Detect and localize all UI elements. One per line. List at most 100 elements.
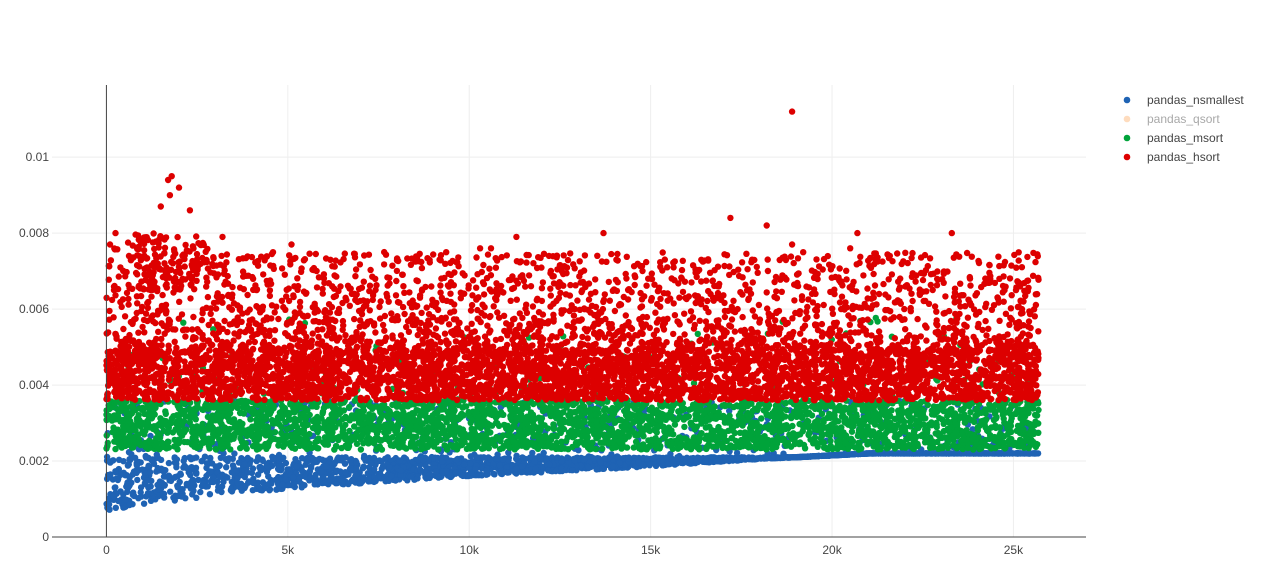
nsmallest-point bbox=[138, 493, 144, 499]
nsmallest-point bbox=[417, 467, 423, 473]
msort-point bbox=[539, 415, 545, 421]
nsmallest-point bbox=[188, 485, 194, 491]
nsmallest-point bbox=[181, 458, 187, 464]
nsmallest-point bbox=[308, 465, 314, 471]
nsmallest-point bbox=[167, 489, 173, 495]
nsmallest-point bbox=[226, 455, 232, 461]
nsmallest-point bbox=[224, 474, 230, 480]
msort-point bbox=[764, 412, 770, 418]
msort-point bbox=[918, 399, 924, 405]
nsmallest-point bbox=[427, 471, 433, 477]
nsmallest-point bbox=[217, 462, 223, 468]
nsmallest-point bbox=[207, 468, 213, 474]
nsmallest-point bbox=[256, 485, 262, 491]
nsmallest-point bbox=[468, 470, 474, 476]
nsmallest-point bbox=[203, 483, 209, 489]
nsmallest-point bbox=[209, 460, 215, 466]
nsmallest-point bbox=[133, 470, 139, 476]
nsmallest-point bbox=[106, 506, 112, 512]
nsmallest-point bbox=[728, 456, 734, 462]
nsmallest-point bbox=[299, 484, 305, 490]
msort-point bbox=[698, 430, 704, 436]
msort-point bbox=[562, 445, 568, 451]
nsmallest-point bbox=[644, 456, 650, 462]
nsmallest-point bbox=[141, 501, 147, 507]
msort-point bbox=[530, 401, 536, 407]
nsmallest-point bbox=[230, 462, 236, 468]
nsmallest-point bbox=[426, 456, 432, 462]
nsmallest-point bbox=[1032, 450, 1038, 456]
nsmallest-point bbox=[353, 459, 359, 465]
nsmallest-point bbox=[174, 456, 180, 462]
nsmallest-point bbox=[476, 472, 482, 478]
msort-point bbox=[788, 415, 794, 421]
nsmallest-point bbox=[497, 462, 503, 468]
msort-point bbox=[206, 426, 212, 432]
nsmallest-point bbox=[190, 479, 196, 485]
data-points bbox=[103, 108, 1041, 513]
nsmallest-point bbox=[581, 456, 587, 462]
msort-point bbox=[342, 436, 348, 442]
nsmallest-point bbox=[294, 463, 300, 469]
nsmallest-point bbox=[273, 477, 279, 483]
nsmallest-point bbox=[365, 476, 371, 482]
nsmallest-point bbox=[591, 456, 597, 462]
msort-point bbox=[806, 430, 812, 436]
msort-point bbox=[206, 445, 212, 451]
msort-point bbox=[855, 440, 861, 446]
nsmallest-point bbox=[386, 464, 392, 470]
msort-point bbox=[163, 411, 169, 417]
msort-point bbox=[315, 438, 321, 444]
nsmallest-point bbox=[242, 483, 248, 489]
nsmallest-point bbox=[187, 472, 193, 478]
nsmallest-point bbox=[207, 491, 213, 497]
nsmallest-point bbox=[245, 455, 251, 461]
nsmallest-point bbox=[190, 455, 196, 461]
msort-point bbox=[909, 415, 915, 421]
msort-point bbox=[465, 410, 471, 416]
nsmallest-point bbox=[312, 481, 318, 487]
msort-point bbox=[696, 436, 702, 442]
msort-point bbox=[247, 416, 253, 422]
nsmallest-point bbox=[357, 480, 363, 486]
nsmallest-point bbox=[388, 473, 394, 479]
nsmallest-point bbox=[156, 486, 162, 492]
nsmallest-point bbox=[120, 458, 126, 464]
nsmallest-point bbox=[189, 491, 195, 497]
nsmallest-point bbox=[217, 474, 223, 480]
nsmallest-point bbox=[112, 484, 118, 490]
nsmallest-point bbox=[113, 475, 119, 481]
nsmallest-point bbox=[408, 474, 414, 480]
msort-point bbox=[651, 409, 657, 415]
nsmallest-point bbox=[210, 474, 216, 480]
msort-point bbox=[315, 445, 321, 451]
nsmallest-point bbox=[546, 461, 552, 467]
nsmallest-point bbox=[362, 457, 368, 463]
nsmallest-point bbox=[148, 483, 154, 489]
nsmallest-point bbox=[474, 454, 480, 460]
msort-point bbox=[996, 424, 1002, 430]
nsmallest-point bbox=[532, 458, 538, 464]
nsmallest-point bbox=[242, 474, 248, 480]
msort-point bbox=[618, 445, 624, 451]
nsmallest-point bbox=[337, 477, 343, 483]
nsmallest-point bbox=[174, 483, 180, 489]
nsmallest-point bbox=[447, 472, 453, 478]
nsmallest-point bbox=[433, 468, 439, 474]
msort-point bbox=[166, 444, 172, 450]
msort-point bbox=[1035, 430, 1041, 436]
msort-point bbox=[484, 427, 490, 433]
nsmallest-point bbox=[838, 452, 844, 458]
msort-point bbox=[464, 446, 470, 452]
nsmallest-point bbox=[505, 469, 511, 475]
msort-point bbox=[600, 419, 606, 425]
nsmallest-point bbox=[145, 490, 151, 496]
msort-point bbox=[676, 414, 682, 420]
msort-point bbox=[991, 417, 997, 423]
nsmallest-point bbox=[234, 467, 240, 473]
nsmallest-point bbox=[155, 465, 161, 471]
nsmallest-point bbox=[610, 463, 616, 469]
nsmallest-point bbox=[147, 469, 153, 475]
msort-point bbox=[664, 440, 670, 446]
